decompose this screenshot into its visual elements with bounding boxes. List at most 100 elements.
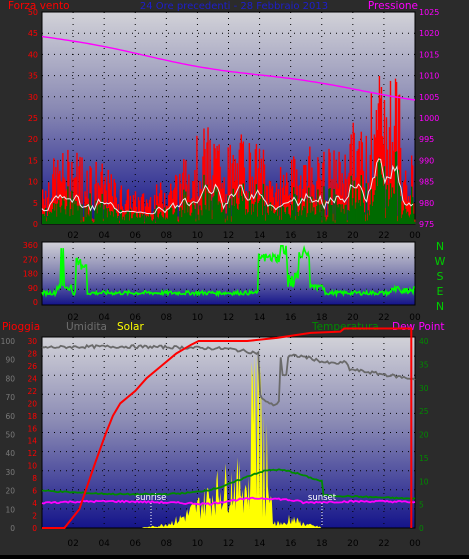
wind-average-bar: [285, 207, 288, 224]
wind-average-bar: [176, 205, 178, 224]
wind-gust-bar: [302, 188, 304, 224]
wind-gust-bar: [408, 201, 411, 224]
wind-gust-bar: [227, 147, 229, 224]
wind-average-bar: [286, 206, 289, 224]
wind-gust-bar: [233, 181, 235, 224]
wind-gust-bar: [131, 210, 134, 224]
wind-average-bar: [216, 186, 218, 224]
wind-gust-bar: [206, 142, 208, 224]
wind-average-bar: [377, 161, 380, 224]
wind-gust-bar: [147, 206, 150, 224]
wind-gust-bar: [160, 190, 163, 224]
wind-series: [41, 35, 416, 225]
wind-gust-bar: [107, 169, 109, 224]
sunset-label: sunset: [308, 493, 337, 503]
wind-average-bar: [125, 213, 128, 224]
wind-gust-bar: [259, 173, 262, 224]
wind-gust-bar: [278, 215, 281, 224]
wind-average-bar: [118, 223, 121, 224]
wind-average-bar: [88, 216, 90, 224]
wind-gust-bar: [59, 170, 61, 224]
wind-gust-bar: [298, 198, 300, 224]
wind-average-bar: [296, 195, 298, 224]
wind-average-bar: [141, 215, 144, 224]
wind-average-bar: [179, 211, 181, 224]
wind-x-axis: 02 04 06 08 10 12 14 16 18 20 22 00: [67, 231, 421, 241]
wind-average-bar: [405, 213, 408, 224]
wind-gust-bar: [47, 197, 49, 224]
wind-average-bar: [396, 221, 399, 224]
wind-gust-bar: [121, 206, 124, 224]
wind-average-bar: [76, 205, 78, 224]
wind-gust-bar: [64, 179, 66, 224]
wind-gust-bar: [337, 188, 339, 224]
wind-average-bar: [352, 198, 354, 224]
wind-average-bar: [148, 213, 151, 224]
wind-average-bar: [198, 220, 200, 224]
wind-average-bar: [174, 212, 176, 224]
wind-gust-bar: [366, 213, 369, 224]
wind-average-bar: [127, 210, 130, 224]
wind-average-bar: [152, 219, 155, 224]
wind-average-bar: [140, 213, 143, 224]
wind-average-bar: [185, 191, 187, 224]
wind-average-bar: [130, 218, 133, 224]
wind-average-bar: [104, 205, 106, 224]
wind-average-bar: [273, 213, 276, 224]
wind-gust-bar: [191, 198, 193, 224]
y-tick-label: 0: [33, 298, 38, 307]
wind-average-bar: [356, 188, 358, 224]
wind-average-bar: [272, 212, 275, 224]
y-tick-label: 10: [27, 462, 37, 471]
y-tick-label: 995: [419, 135, 434, 144]
wind-gust-bar: [316, 181, 318, 224]
wind-gust-bar: [245, 190, 248, 224]
wind-average-bar: [357, 202, 359, 224]
x-tick-label: 04: [98, 539, 110, 549]
wind-gust-bar: [125, 200, 128, 224]
wind-average-bar: [123, 220, 126, 224]
wind-gust-bar: [325, 216, 327, 224]
wind-gust-bar: [68, 161, 70, 224]
wind-gust-bar: [93, 218, 95, 224]
wind-average-bar: [291, 204, 293, 224]
wind-gust-bar: [226, 215, 228, 224]
wind-average-bar: [254, 202, 257, 224]
wind-average-bar: [227, 195, 229, 224]
wind-gust-bar: [135, 206, 138, 224]
x-tick-label: 00: [409, 231, 421, 241]
wind-average-bar: [73, 199, 75, 224]
wind-gust-bar: [79, 156, 81, 224]
wind-average-bar: [280, 219, 283, 224]
wind-gust-bar: [348, 172, 350, 224]
wind-average-bar: [243, 198, 246, 224]
wind-gust-bar: [141, 194, 144, 224]
wind-average-bar: [343, 213, 345, 224]
wind-average-bar: [259, 198, 262, 224]
wind-average-bar: [371, 205, 374, 224]
wind-average-bar: [175, 208, 177, 224]
wind-average-bar: [362, 202, 364, 224]
wind-average-bar: [183, 189, 185, 224]
wind-average-bar: [168, 209, 170, 224]
wind-average-bar: [337, 207, 339, 224]
wind-gust-bar: [126, 189, 129, 224]
wind-average-bar: [80, 222, 82, 224]
wind-average-bar: [182, 209, 184, 224]
wind-gust-bar: [110, 174, 112, 224]
y-tick-label: 12: [27, 449, 37, 458]
wind-gust-bar: [379, 98, 382, 224]
wind-gust-bar: [392, 150, 395, 224]
wind-average-bar: [211, 219, 213, 224]
wind-gust-bar: [394, 78, 397, 224]
x-tick-label: 10: [192, 313, 204, 323]
climate-grid: [42, 337, 415, 528]
wind-average-bar: [178, 222, 180, 224]
y-tick-label: 40: [419, 337, 429, 346]
wind-average-bar: [386, 184, 389, 224]
wind-gust-bar: [80, 220, 82, 224]
wind-gust-bar: [123, 212, 126, 224]
temperature-axis: 0 5 10 15 20 25 30 35 40: [419, 337, 429, 533]
wind-gust-bar: [94, 184, 96, 224]
wind-average-bar: [51, 213, 53, 224]
